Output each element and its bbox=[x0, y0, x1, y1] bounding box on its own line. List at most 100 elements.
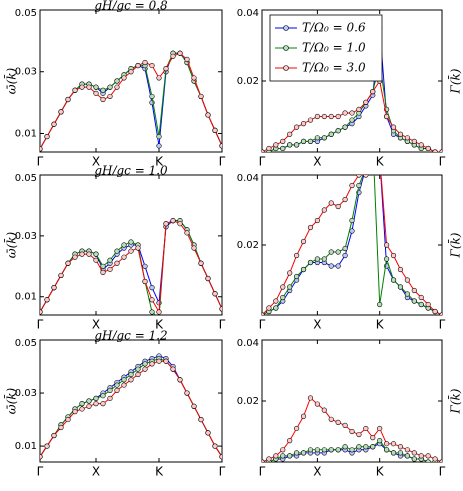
data-point bbox=[363, 425, 369, 432]
data-point bbox=[328, 249, 334, 255]
data-point bbox=[370, 138, 375, 143]
data-point bbox=[314, 135, 320, 141]
y-axis-label: ω̄(k̄) bbox=[3, 67, 19, 94]
y-tick-label: 0.03 bbox=[15, 388, 37, 399]
x-tick-label: X bbox=[313, 155, 321, 169]
data-point bbox=[335, 249, 341, 255]
data-point bbox=[79, 84, 85, 90]
data-point bbox=[411, 138, 417, 144]
panel-title: gH/gc = 0.8 bbox=[94, 0, 168, 13]
x-tick-label: Γ bbox=[37, 465, 44, 479]
data-point bbox=[156, 358, 162, 364]
data-point bbox=[142, 278, 148, 285]
x-tick-label: Γ bbox=[219, 155, 226, 169]
x-tick-label: X bbox=[313, 465, 321, 479]
data-point bbox=[356, 106, 362, 112]
data-point bbox=[287, 270, 293, 276]
data-point bbox=[177, 221, 183, 227]
data-point bbox=[177, 377, 183, 383]
data-point bbox=[364, 166, 369, 171]
data-point bbox=[93, 257, 99, 263]
data-point bbox=[156, 143, 162, 149]
x-tick-label: K bbox=[155, 318, 164, 332]
data-point bbox=[307, 447, 314, 453]
data-point bbox=[370, 166, 375, 171]
data-point bbox=[135, 245, 141, 251]
data-point bbox=[287, 284, 293, 290]
legend-label: T/Ω₀ = 1.0 bbox=[302, 41, 366, 55]
data-point bbox=[314, 113, 320, 120]
data-point bbox=[294, 252, 300, 259]
data-point bbox=[128, 371, 134, 378]
data-point bbox=[425, 301, 431, 308]
data-point bbox=[411, 456, 417, 462]
data-point bbox=[184, 390, 190, 396]
data-point bbox=[384, 441, 390, 447]
data-point bbox=[44, 443, 50, 449]
data-point bbox=[280, 294, 286, 301]
data-point bbox=[300, 120, 307, 127]
data-point bbox=[79, 251, 85, 257]
data-point bbox=[191, 75, 197, 81]
data-point bbox=[184, 56, 190, 62]
data-point bbox=[51, 121, 57, 127]
data-point bbox=[262, 459, 265, 462]
data-point bbox=[79, 401, 85, 407]
axes-frame bbox=[261, 339, 443, 463]
data-point bbox=[370, 166, 375, 171]
data-point bbox=[86, 84, 92, 90]
data-point bbox=[58, 272, 64, 279]
data-point bbox=[198, 416, 204, 423]
data-point bbox=[280, 447, 286, 453]
data-point bbox=[377, 301, 383, 308]
data-point bbox=[163, 358, 169, 364]
data-point bbox=[425, 453, 431, 459]
data-point bbox=[342, 110, 348, 116]
data-point bbox=[314, 256, 320, 262]
data-point bbox=[432, 456, 438, 462]
data-point bbox=[321, 135, 327, 141]
data-point bbox=[294, 450, 300, 456]
x-tick-label: Γ bbox=[219, 318, 226, 332]
data-point bbox=[135, 371, 141, 378]
data-point bbox=[294, 425, 300, 432]
data-point bbox=[100, 87, 106, 93]
data-point bbox=[356, 431, 362, 438]
x-tick-label: Γ bbox=[219, 465, 226, 479]
data-point bbox=[439, 149, 442, 152]
x-tick-label: X bbox=[92, 155, 100, 169]
data-point bbox=[149, 361, 155, 367]
legend-marker bbox=[283, 25, 289, 31]
data-point bbox=[390, 441, 397, 447]
data-point bbox=[418, 294, 424, 301]
data-point bbox=[287, 142, 293, 148]
data-point bbox=[300, 450, 307, 456]
data-point bbox=[107, 93, 113, 100]
plot-area bbox=[40, 353, 222, 460]
data-point bbox=[114, 248, 120, 254]
axes-frame bbox=[39, 174, 223, 316]
data-point bbox=[384, 113, 390, 120]
data-point bbox=[58, 109, 64, 115]
data-point bbox=[135, 62, 141, 69]
data-point bbox=[300, 238, 307, 245]
x-tick-label: Γ bbox=[37, 318, 44, 332]
data-point bbox=[142, 263, 148, 269]
data-point bbox=[149, 309, 155, 315]
data-point bbox=[177, 50, 183, 56]
data-point bbox=[163, 66, 169, 72]
data-point bbox=[287, 453, 293, 459]
data-point bbox=[107, 257, 113, 263]
data-point bbox=[86, 251, 92, 257]
data-point bbox=[72, 254, 78, 260]
data-point bbox=[149, 297, 155, 303]
data-point bbox=[349, 117, 355, 123]
data-point bbox=[411, 298, 417, 304]
data-point bbox=[349, 217, 355, 224]
data-point bbox=[335, 128, 341, 134]
data-point bbox=[93, 401, 99, 407]
y-tick-label: 0.05 bbox=[15, 338, 37, 349]
y-tick-label: 0.05 bbox=[15, 8, 37, 19]
y-tick-label: 0.02 bbox=[237, 240, 259, 251]
data-point bbox=[321, 407, 327, 413]
